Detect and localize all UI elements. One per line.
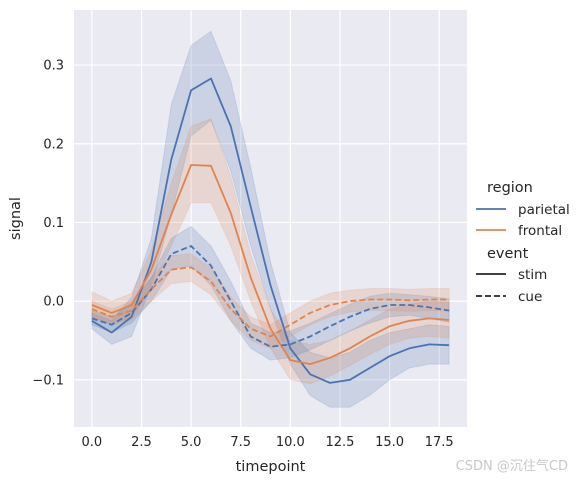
grid bbox=[74, 10, 467, 427]
y-tick-label: 0.3 bbox=[43, 59, 64, 74]
watermark: CSDN @沉住气CD bbox=[455, 459, 568, 474]
y-axis-label: signal bbox=[8, 197, 24, 240]
series-line-parietal-stim bbox=[91, 77, 450, 384]
legend-label-cue: cue bbox=[518, 289, 542, 305]
legend-label-parietal: parietal bbox=[518, 202, 570, 218]
series-line-parietal-cue bbox=[91, 245, 450, 348]
x-tick-label: 2.5 bbox=[131, 435, 152, 450]
y-tick-label: 0.1 bbox=[43, 216, 64, 231]
x-tick-label: 5.0 bbox=[181, 435, 202, 450]
series-line-frontal-cue bbox=[91, 266, 450, 338]
plot-background bbox=[74, 10, 467, 427]
x-tick-label: 7.5 bbox=[230, 435, 251, 450]
y-tick-label: 0.0 bbox=[43, 295, 64, 310]
x-axis-label: timepoint bbox=[236, 459, 306, 475]
x-tick-label: 15.0 bbox=[375, 435, 404, 450]
legend-label-frontal: frontal bbox=[518, 223, 562, 239]
x-tick-labels: 0.0 2.5 5.0 7.5 10.0 12.5 15.0 17.5 bbox=[82, 435, 454, 450]
legend: region event parietal frontal stim cue bbox=[476, 180, 570, 305]
series-line-frontal-stim bbox=[91, 164, 450, 366]
ci-band-frontal-stim bbox=[91, 117, 450, 385]
x-tick-label: 12.5 bbox=[325, 435, 354, 450]
legend-title-region: region bbox=[487, 180, 533, 196]
series-lines bbox=[91, 77, 450, 384]
y-tick-label: 0.2 bbox=[43, 137, 64, 152]
legend-title-event: event bbox=[487, 246, 529, 262]
x-tick-label: 17.5 bbox=[425, 435, 454, 450]
x-tick-label: 10.0 bbox=[276, 435, 305, 450]
y-tick-label: −0.1 bbox=[32, 373, 64, 388]
legend-label-stim: stim bbox=[518, 267, 547, 283]
x-tick-label: 0.0 bbox=[82, 435, 103, 450]
y-tick-labels: −0.1 0.0 0.1 0.2 0.3 bbox=[32, 59, 64, 389]
